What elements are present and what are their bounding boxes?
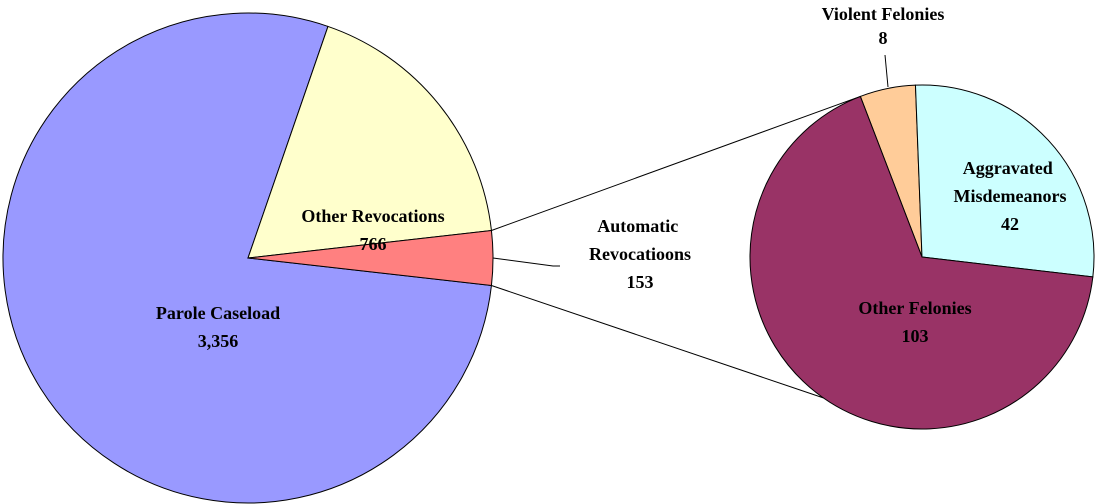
category-label: Automatic Revocatioons [589, 216, 691, 264]
label-line: Revocatioons [589, 244, 691, 264]
connector-line [491, 95, 861, 231]
category-label: Parole Caseload [156, 303, 280, 323]
connector-line [491, 285, 824, 399]
pie-slice [2, 12, 493, 504]
pie-slice [247, 25, 493, 259]
category-label: Other Revocations [301, 206, 444, 226]
pie-slice [749, 95, 1094, 430]
category-label: Other Felonies [858, 298, 971, 318]
slices [2, 12, 1095, 504]
value-label: 42 [1001, 214, 1019, 234]
category-label: Violent Felonies [822, 4, 945, 24]
label-line: Misdemeanors [954, 186, 1067, 206]
pie-slice [914, 84, 1095, 278]
category-label: Aggravated Misdemeanors [954, 158, 1067, 206]
value-label: 766 [360, 234, 387, 254]
leader-line [884, 54, 889, 88]
value-label: 3,356 [198, 331, 239, 351]
leader-line [492, 257, 560, 267]
value-label: 153 [627, 272, 654, 292]
value-label: 8 [879, 28, 888, 48]
labels: Parole Caseload 3,356 Other Revocations 766… [156, 4, 1067, 351]
value-label: 103 [902, 326, 929, 346]
label-line: Aggravated [963, 158, 1057, 178]
pie-slice [247, 229, 494, 287]
label-line: Automatic [597, 216, 682, 236]
